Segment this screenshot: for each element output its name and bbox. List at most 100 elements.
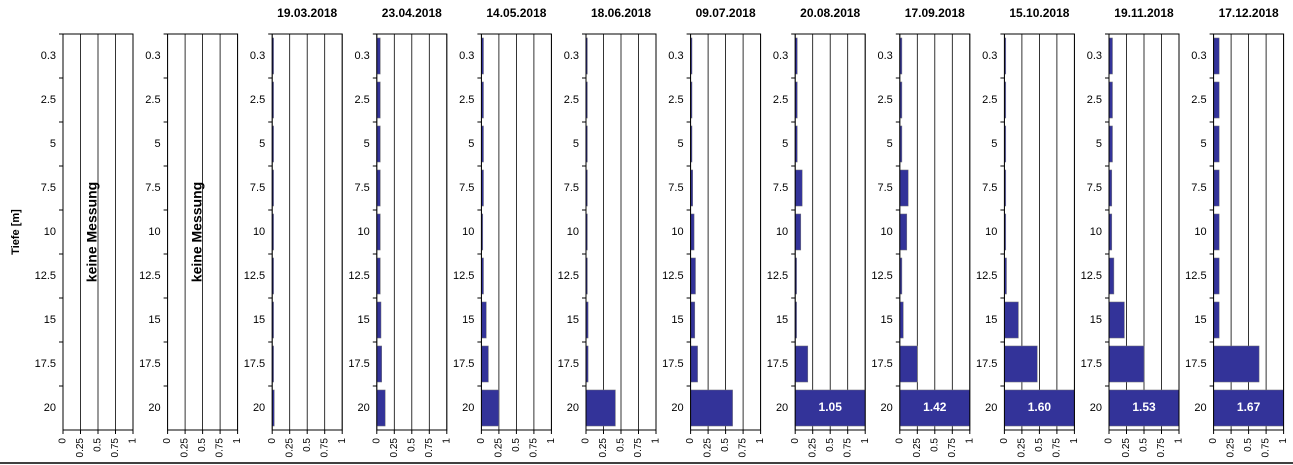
y-tick-label: 12.5 (453, 270, 474, 282)
panel-title: 19.03.2018 (277, 6, 337, 20)
panel-title: 19.11.2018 (1114, 6, 1174, 20)
x-tick-label: 0 (685, 438, 696, 444)
y-tick-label: 5 (991, 138, 997, 150)
bar (272, 257, 274, 295)
x-tick-label: 0 (267, 438, 278, 444)
y-tick-label: 10 (881, 226, 893, 238)
bar (481, 125, 484, 163)
y-tick-label: 0.3 (668, 50, 683, 62)
plot-frame (480, 33, 552, 431)
bar (481, 389, 500, 427)
x-tick-label: 0.75 (424, 438, 435, 458)
y-tick-label: 10 (44, 226, 56, 238)
y-tick-label: 12.5 (871, 270, 892, 282)
x-tick-label: 1 (441, 438, 452, 444)
panel-title: 09.07.2018 (696, 6, 756, 20)
x-tick-label: 0.25 (1226, 438, 1237, 458)
y-tick-label: 5 (50, 138, 56, 150)
y-tick-label: 7.5 (773, 182, 788, 194)
bar (376, 169, 381, 207)
y-tick-label: 0.3 (250, 50, 265, 62)
x-tick-label: 0 (581, 438, 592, 444)
x-tick-label: 0.25 (1121, 438, 1132, 458)
bar (1109, 169, 1113, 207)
y-tick-label: 17.5 (35, 358, 56, 370)
x-tick-label: 0 (894, 438, 905, 444)
x-tick-label: 1 (337, 438, 348, 444)
x-tick-label: 1 (1069, 438, 1080, 444)
bar (899, 169, 909, 207)
x-tick-label: 1 (546, 438, 557, 444)
y-tick-label: 2.5 (668, 94, 683, 106)
bar (690, 81, 693, 119)
bar (1004, 213, 1007, 251)
y-tick-label: 17.5 (348, 358, 369, 370)
y-tick-label: 5 (782, 138, 788, 150)
bar (899, 37, 903, 75)
x-tick-label: 1 (232, 438, 243, 444)
x-tick-label: 0 (790, 438, 801, 444)
plot-frame (271, 33, 343, 431)
y-tick-label: 20 (462, 402, 474, 414)
value-label: 1.67 (1237, 400, 1261, 414)
x-tick-label: 0.75 (1261, 438, 1272, 458)
y-tick-label: 7.5 (564, 182, 579, 194)
x-tick-label: 0.5 (406, 438, 417, 452)
x-tick-label: 0.75 (1156, 438, 1167, 458)
y-tick-label: 10 (253, 226, 265, 238)
x-tick-label: 0 (162, 438, 173, 444)
bar (795, 37, 798, 75)
bar (272, 301, 274, 339)
y-tick-label: 5 (364, 138, 370, 150)
bar (481, 81, 484, 119)
y-tick-label: 10 (148, 226, 160, 238)
x-tick-label: 0.25 (598, 438, 609, 458)
y-tick-label: 2.5 (355, 94, 370, 106)
y-tick-label: 12.5 (976, 270, 997, 282)
y-tick-label: 10 (985, 226, 997, 238)
y-tick-label: 17.5 (662, 358, 683, 370)
x-tick-label: 0.25 (284, 438, 295, 458)
x-tick-label: 0.75 (633, 438, 644, 458)
bar (481, 213, 484, 251)
bar (690, 345, 698, 383)
x-tick-label: 0.25 (703, 438, 714, 458)
y-tick-label: 2.5 (1087, 94, 1102, 106)
y-tick-label: 15 (567, 314, 579, 326)
bar (795, 389, 866, 427)
bar (795, 257, 797, 295)
bar (1109, 301, 1125, 339)
x-tick-label: 0.5 (93, 438, 104, 452)
y-tick-label: 17.5 (244, 358, 265, 370)
bar (690, 37, 693, 75)
bar (690, 389, 733, 427)
bar (1004, 169, 1007, 207)
y-tick-label: 15 (44, 314, 56, 326)
bar (1109, 345, 1145, 383)
bar (1004, 125, 1007, 163)
y-tick-label: 20 (44, 402, 56, 414)
value-label: 1.60 (1028, 400, 1052, 414)
y-tick-label: 5 (1096, 138, 1102, 150)
panel-title: 17.12.2018 (1219, 6, 1279, 20)
x-tick-label: 0.5 (197, 438, 208, 452)
x-tick-label: 0 (371, 438, 382, 444)
plot-frame (376, 33, 448, 431)
x-tick-label: 0 (476, 438, 487, 444)
y-tick-label: 10 (1194, 226, 1206, 238)
bar (376, 345, 382, 383)
y-tick-label: 20 (985, 402, 997, 414)
bar (795, 345, 809, 383)
x-tick-label: 0.25 (180, 438, 191, 458)
x-tick-label: 0.5 (825, 438, 836, 452)
y-tick-label: 15 (358, 314, 370, 326)
y-tick-label: 20 (358, 402, 370, 414)
bar (376, 37, 381, 75)
x-tick-label: 0 (999, 438, 1010, 444)
x-tick-label: 1 (128, 438, 139, 444)
bar (376, 257, 381, 295)
bar (586, 345, 589, 383)
y-tick-label: 5 (573, 138, 579, 150)
bar (690, 301, 696, 339)
y-tick-label: 20 (1194, 402, 1206, 414)
